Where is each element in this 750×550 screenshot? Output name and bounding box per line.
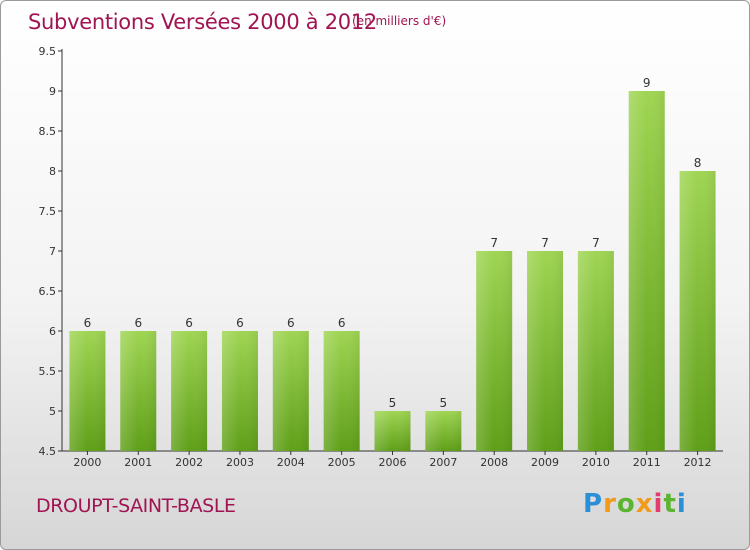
x-tick-label: 2001 [124, 456, 152, 469]
proxiti-logo: Proxiti [583, 489, 687, 519]
x-tick-label: 2009 [531, 456, 559, 469]
x-tick-label: 2010 [582, 456, 610, 469]
bar-shine-2009 [527, 251, 564, 451]
y-tick-label: 6.5 [39, 285, 57, 298]
bar-shine-2000 [69, 331, 106, 451]
y-tick-label: 8.5 [39, 125, 57, 138]
commune-name: DROUPT-SAINT-BASLE [36, 495, 236, 517]
y-tick-label: 5 [49, 405, 56, 418]
data-label: 6 [338, 316, 346, 330]
bar-shine-2007 [425, 411, 462, 451]
bar-shine-2008 [476, 251, 513, 451]
data-label: 6 [185, 316, 193, 330]
y-tick-label: 6 [49, 325, 56, 338]
bar-shine-2003 [221, 331, 258, 451]
x-tick-label: 2008 [480, 456, 508, 469]
data-label: 6 [287, 316, 295, 330]
x-tick-label: 2006 [379, 456, 407, 469]
bar-shine-2005 [323, 331, 360, 451]
bar-shine-2006 [374, 411, 411, 451]
bar-shine-2002 [171, 331, 208, 451]
x-tick-label: 2004 [277, 456, 305, 469]
y-tick-label: 8 [49, 165, 56, 178]
bar-shine-2001 [120, 331, 157, 451]
x-tick-label: 2002 [175, 456, 203, 469]
y-tick-label: 7.5 [39, 205, 57, 218]
data-label: 9 [643, 76, 651, 90]
x-tick-label: 2003 [226, 456, 254, 469]
y-tick-label: 9 [49, 85, 56, 98]
data-label: 7 [541, 236, 549, 250]
x-tick-label: 2005 [328, 456, 356, 469]
y-tick-label: 9.5 [39, 45, 57, 58]
bar-shine-2011 [628, 91, 665, 451]
unit-note: (en milliers d'€) [352, 14, 447, 28]
data-label: 5 [389, 396, 397, 410]
bar-shine-2012 [679, 171, 716, 451]
data-label: 5 [440, 396, 448, 410]
y-tick-label: 7 [49, 245, 56, 258]
bar-shine-2010 [577, 251, 614, 451]
data-label: 6 [84, 316, 92, 330]
x-tick-label: 2007 [429, 456, 457, 469]
x-tick-label: 2012 [684, 456, 712, 469]
y-tick-label: 5.5 [39, 365, 57, 378]
x-tick-label: 2011 [633, 456, 661, 469]
chart-title: Subventions Versées 2000 à 2012 [28, 10, 377, 34]
data-label: 8 [694, 156, 702, 170]
data-label: 6 [134, 316, 142, 330]
y-tick-label: 4.5 [39, 445, 57, 458]
data-label: 7 [490, 236, 498, 250]
x-tick-label: 2000 [73, 456, 101, 469]
data-label: 6 [236, 316, 244, 330]
bar-shine-2004 [272, 331, 309, 451]
data-label: 7 [592, 236, 600, 250]
